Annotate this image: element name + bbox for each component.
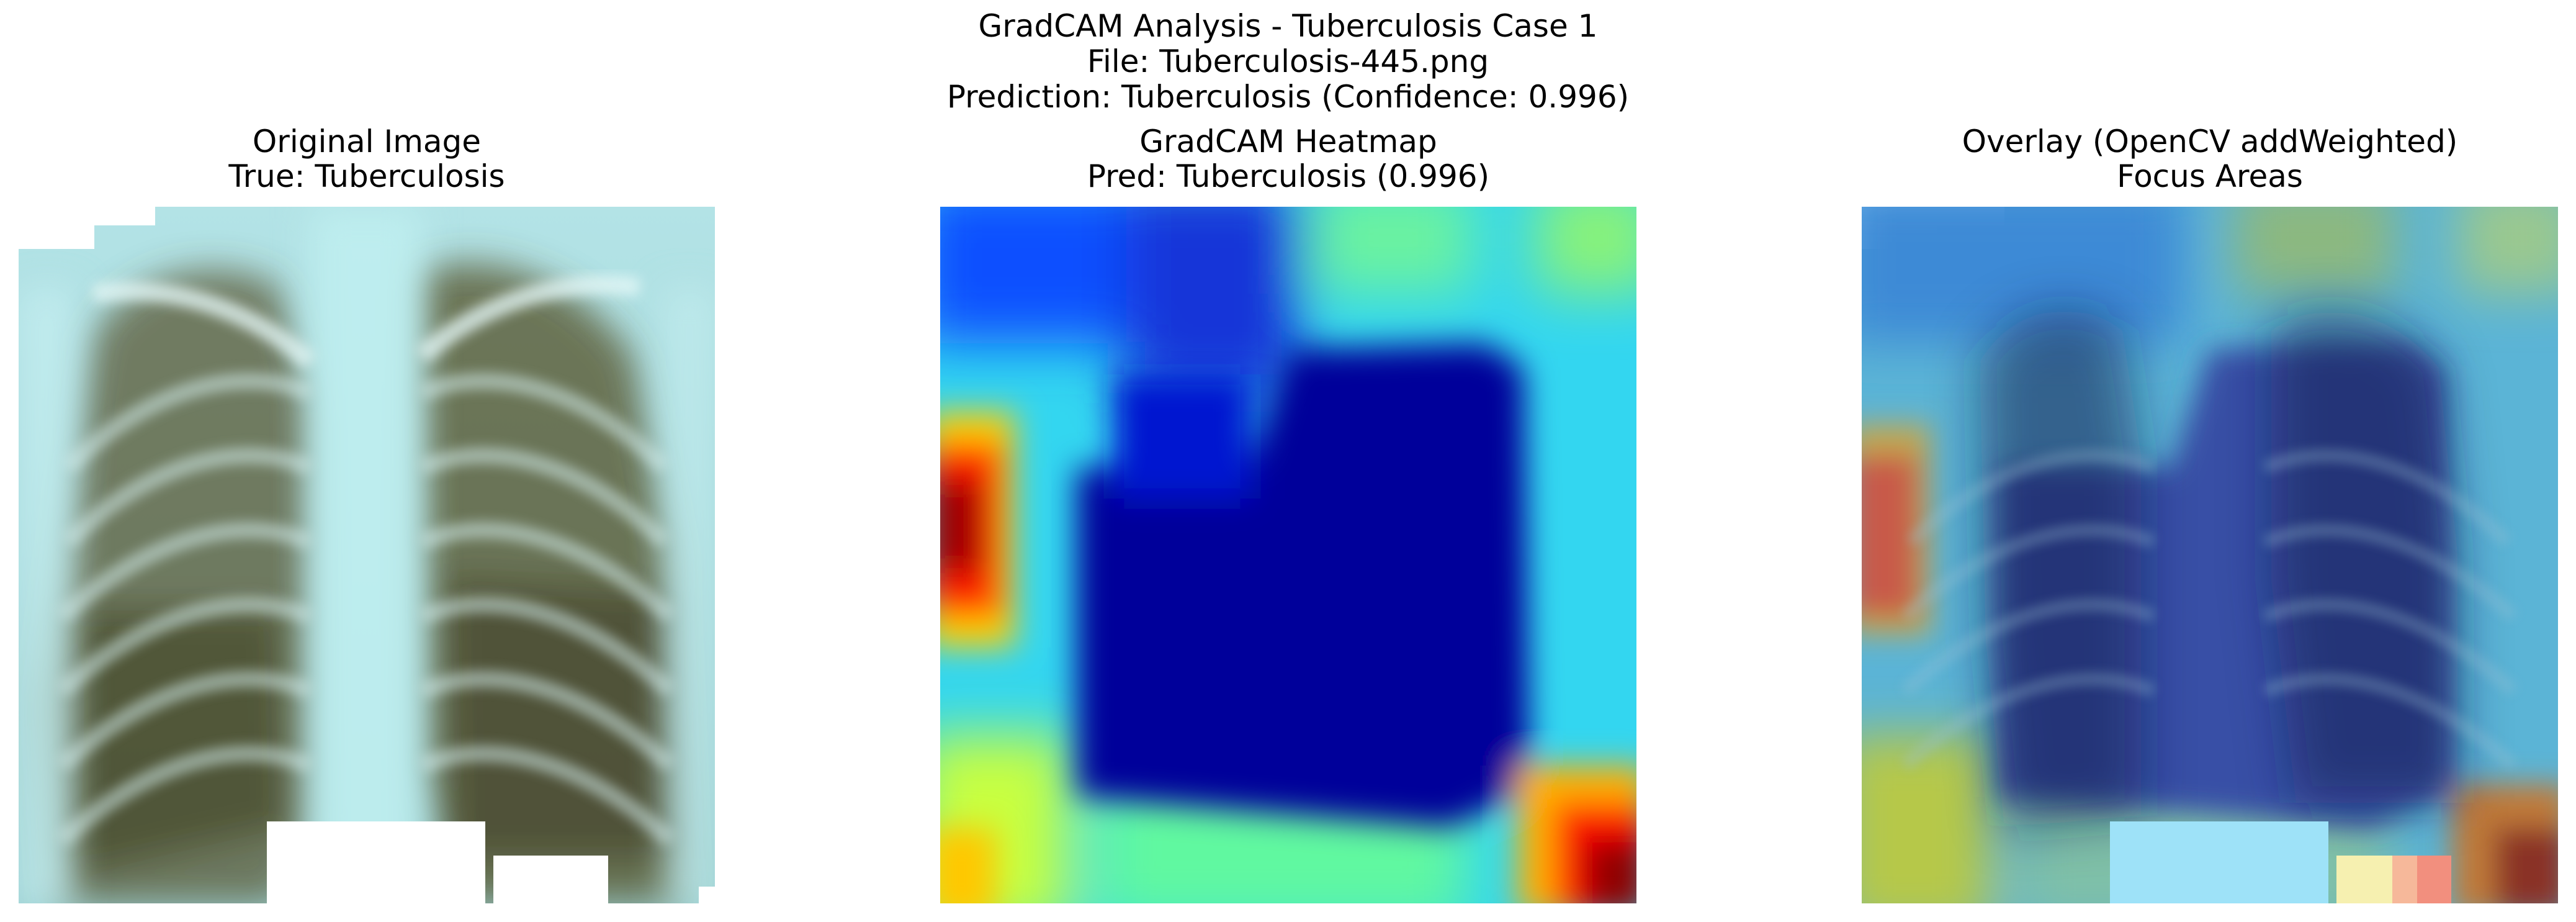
original-image-title-line-2: True: Tuberculosis — [228, 158, 505, 194]
overlay-image — [1862, 207, 2558, 903]
overlay-title-line-1: Overlay (OpenCV addWeighted) — [1962, 124, 2458, 160]
heatmap-title-line-1: GradCAM Heatmap — [1139, 124, 1437, 160]
original-image-title-line-1: Original Image — [252, 124, 482, 160]
figure-title-line-1: GradCAM Analysis - Tuberculosis Case 1 — [978, 8, 1598, 44]
figure-title: GradCAM Analysis - Tuberculosis Case 1 F… — [0, 9, 2576, 115]
figure-title-line-2: File: Tuberculosis-445.png — [1087, 43, 1489, 79]
figure-title-line-3: Prediction: Tuberculosis (Confidence: 0.… — [946, 79, 1630, 115]
heatmap-title-line-2: Pred: Tuberculosis (0.996) — [1087, 158, 1490, 194]
original-xray-image — [19, 207, 715, 903]
original-image-title: Original Image True: Tuberculosis — [19, 124, 715, 194]
heatmap-title: GradCAM Heatmap Pred: Tuberculosis (0.99… — [940, 124, 1636, 194]
gradcam-heatmap-image — [940, 207, 1636, 903]
overlay-title: Overlay (OpenCV addWeighted) Focus Areas — [1862, 124, 2558, 194]
overlay-title-line-2: Focus Areas — [2117, 158, 2303, 194]
